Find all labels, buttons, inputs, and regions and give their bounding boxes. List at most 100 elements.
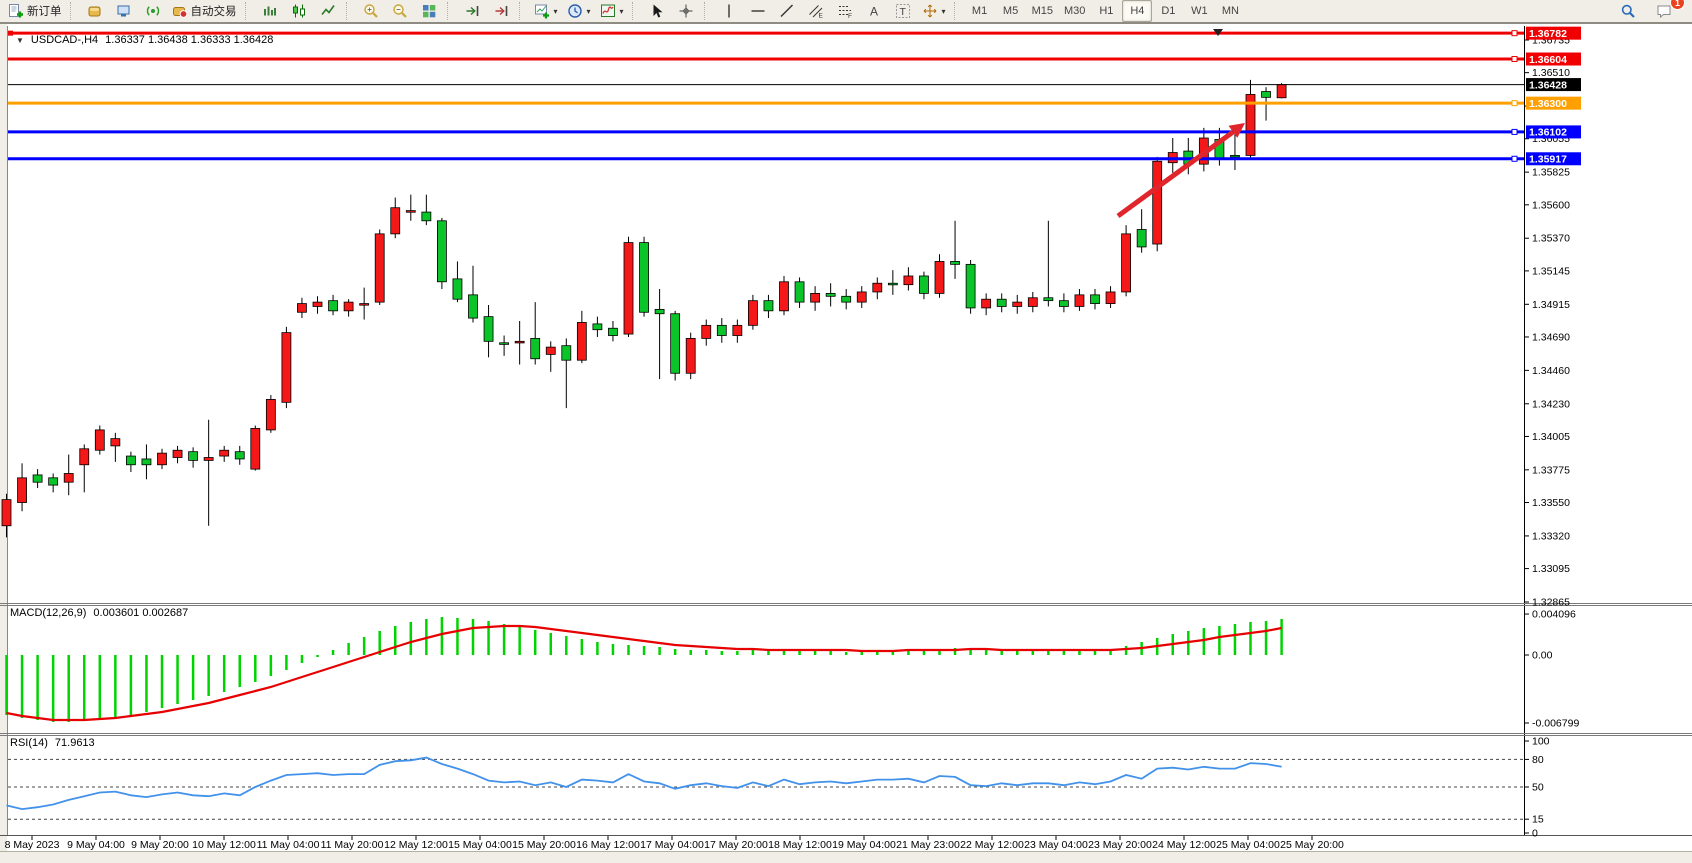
new-order-icon <box>8 3 24 19</box>
price-tick-label: 1.36510 <box>1532 67 1570 79</box>
candle <box>405 194 416 221</box>
candle <box>794 277 805 308</box>
date-label: 12 May 12:00 <box>384 839 448 851</box>
candle <box>94 425 105 455</box>
date-label: 15 May 04:00 <box>448 839 512 851</box>
fibonacci-button[interactable]: F <box>831 0 859 22</box>
crosshair-button[interactable] <box>672 0 700 22</box>
candle <box>1245 79 1256 160</box>
tf-m30-button[interactable]: M30 <box>1059 0 1090 22</box>
chevron-down-icon[interactable]: ▾ <box>553 6 558 16</box>
new-order-button[interactable]: 新订单 <box>4 0 66 22</box>
price-badge: 1.35917 <box>1526 152 1581 166</box>
tf-h1-button-label: H1 <box>1099 5 1114 17</box>
autotrade-icon <box>172 3 188 19</box>
candle <box>126 451 136 473</box>
chart-shift-marker[interactable] <box>1213 29 1223 36</box>
chevron-down-icon[interactable]: ▾ <box>941 6 946 16</box>
chart-canvas[interactable]: 1.367351.365101.362801.360551.358251.356… <box>0 24 1692 863</box>
candle <box>63 454 74 496</box>
candle <box>592 316 603 337</box>
horizontal-line-button[interactable] <box>744 0 772 22</box>
arrows-icon <box>922 3 938 19</box>
chart-shift-button[interactable] <box>458 0 486 22</box>
text-button[interactable]: A <box>860 0 888 22</box>
tf-m15-button[interactable]: M15 <box>1027 0 1058 22</box>
candle <box>1027 291 1038 313</box>
line-handle[interactable] <box>1511 128 1518 135</box>
profiles-button[interactable] <box>110 0 138 22</box>
candle <box>483 305 494 358</box>
candle <box>514 320 525 365</box>
horizontal-line-1.35917[interactable] <box>8 155 1524 162</box>
zoom-in-icon <box>363 3 379 19</box>
candlestick-chart-button[interactable] <box>285 0 313 22</box>
rsi-label: RSI(14) <box>10 737 48 749</box>
line-chart-button[interactable] <box>314 0 342 22</box>
candle <box>950 220 960 279</box>
price-tick-label: 1.33320 <box>1532 530 1570 542</box>
trendline-button[interactable] <box>773 0 801 22</box>
notifications-button[interactable] <box>1650 0 1678 22</box>
candle <box>359 287 370 320</box>
zoom-out-button[interactable] <box>386 0 414 22</box>
periods-button[interactable]: ▾ <box>563 0 595 22</box>
line-handle[interactable] <box>1511 30 1518 37</box>
tf-w1-button[interactable]: W1 <box>1184 0 1214 22</box>
candle <box>1012 294 1023 314</box>
tf-m5-button[interactable]: M5 <box>996 0 1026 22</box>
horizontal-line-1.36782[interactable] <box>8 30 1524 37</box>
trend-arrow-annotation[interactable] <box>1116 123 1245 219</box>
autoscroll-icon <box>493 3 509 19</box>
auto-scroll-button[interactable] <box>487 0 515 22</box>
monitor-icon <box>116 3 132 19</box>
symbol-dropdown-icon[interactable]: ▼ <box>16 36 24 45</box>
line-handle[interactable] <box>1511 56 1518 63</box>
candle <box>312 296 323 314</box>
rsi-tick-label: 100 <box>1532 736 1550 748</box>
zoom-in-button[interactable] <box>357 0 385 22</box>
candle <box>965 260 976 314</box>
tf-m1-button[interactable]: M1 <box>965 0 995 22</box>
search-button[interactable] <box>1614 0 1642 22</box>
tf-h4-button[interactable]: H4 <box>1122 0 1153 22</box>
window-left-gutter <box>0 24 7 852</box>
tile-windows-button[interactable] <box>415 0 443 22</box>
tf-mn-button[interactable]: MN <box>1215 0 1245 22</box>
line-handle[interactable] <box>1511 100 1518 107</box>
vertical-line-button[interactable] <box>715 0 743 22</box>
chevron-down-icon[interactable]: ▾ <box>619 6 624 16</box>
horizontal-line-1.36604[interactable] <box>8 56 1524 63</box>
price-tick-label: 1.34460 <box>1532 365 1570 377</box>
auto-trading-button[interactable]: 自动交易 <box>168 0 241 22</box>
text-label-button[interactable]: T <box>889 0 917 22</box>
tf-m1-button-label: M1 <box>971 5 988 17</box>
bar-chart-button[interactable] <box>256 0 284 22</box>
signal-icon <box>145 3 161 19</box>
date-label: 24 May 12:00 <box>1152 839 1216 851</box>
rsi-tick-label: 15 <box>1532 814 1544 826</box>
date-label: 11 May 04:00 <box>257 839 320 851</box>
templates-button[interactable]: ▾ <box>596 0 628 22</box>
tf-d1-button[interactable]: D1 <box>1153 0 1183 22</box>
date-label: 21 May 23:00 <box>896 839 960 851</box>
horizontal-line-1.36102[interactable] <box>8 128 1524 135</box>
line-handle[interactable] <box>1511 155 1518 162</box>
arrows-button[interactable]: ▾ <box>918 0 950 22</box>
date-label: 23 May 20:00 <box>1088 839 1152 851</box>
chevron-down-icon[interactable]: ▾ <box>586 6 591 16</box>
cursor-button[interactable] <box>643 0 671 22</box>
tf-mn-button-label: MN <box>1221 5 1239 17</box>
candle <box>872 277 883 300</box>
price-tick-label: 1.35370 <box>1532 233 1570 245</box>
horizontal-line-1.36300[interactable] <box>8 100 1524 107</box>
equidistant-channel-button[interactable]: E <box>802 0 830 22</box>
svg-text:F: F <box>848 13 852 19</box>
new-chart-button[interactable]: ▾ <box>530 0 562 22</box>
charts-button[interactable] <box>81 0 109 22</box>
line-handle[interactable] <box>8 30 13 36</box>
tf-h1-button[interactable]: H1 <box>1091 0 1121 22</box>
signals-button[interactable] <box>139 0 167 22</box>
date-label: 9 May 04:00 <box>67 839 125 851</box>
candle <box>1230 127 1240 170</box>
